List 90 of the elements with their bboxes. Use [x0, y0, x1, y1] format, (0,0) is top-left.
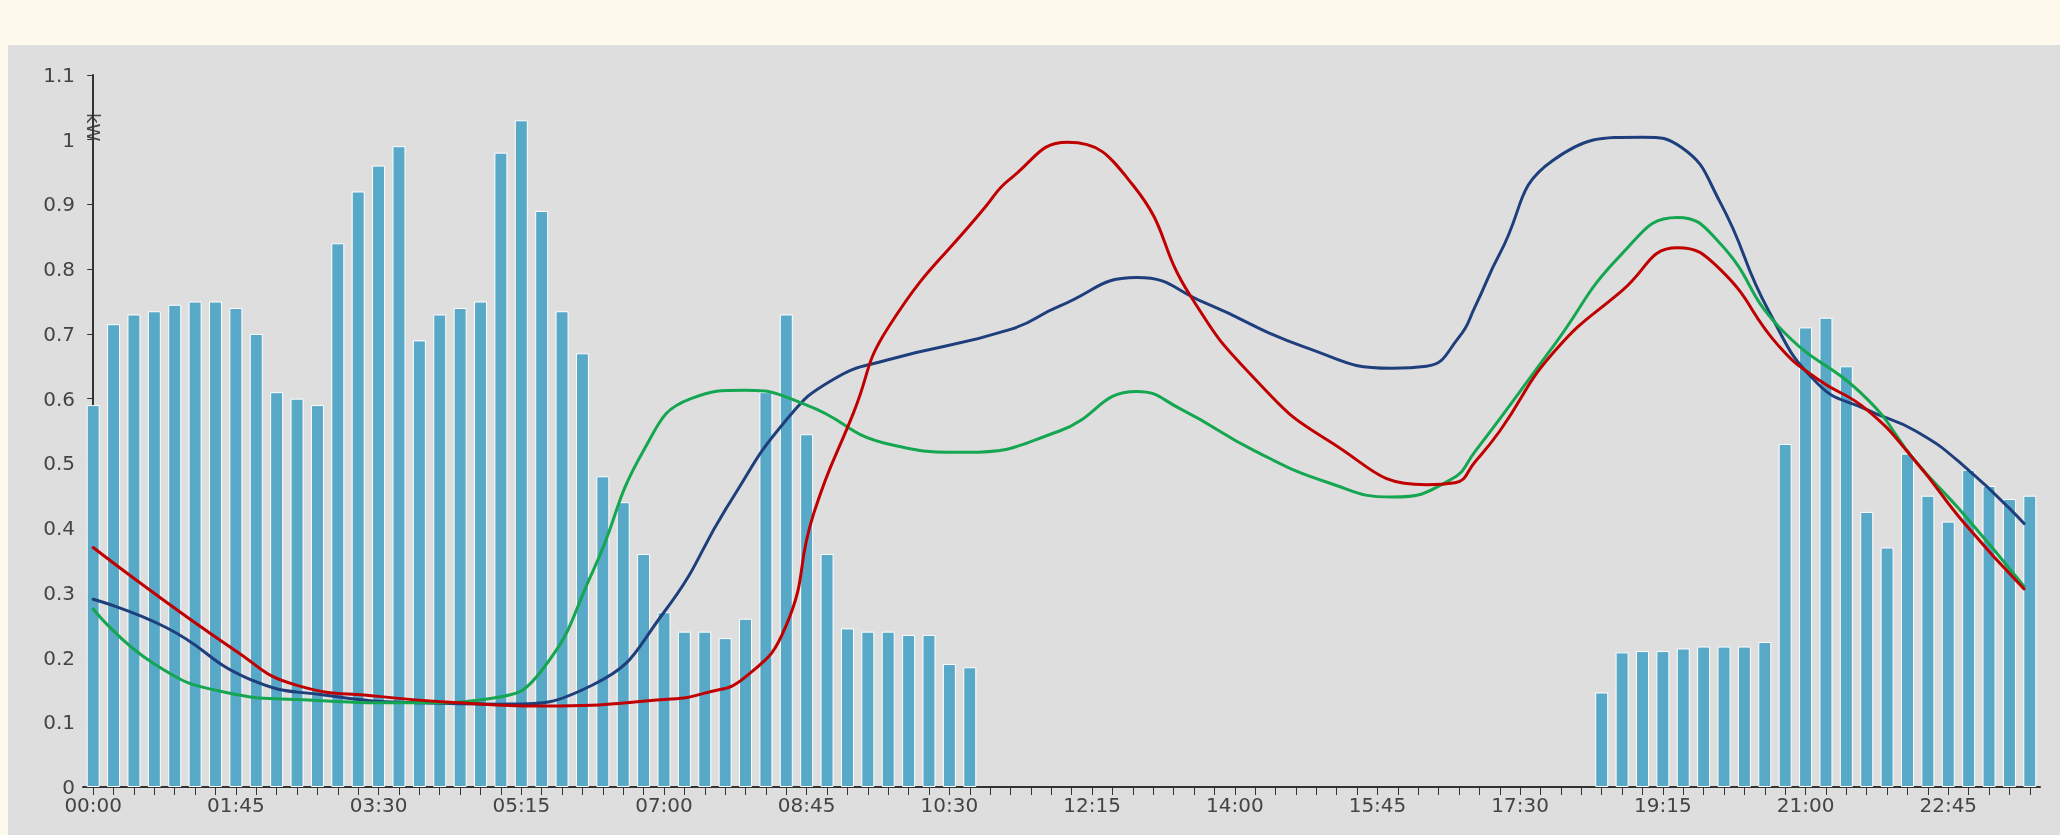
bar [739, 618, 753, 787]
bar [596, 476, 610, 787]
y-tick-label: 0.9 [43, 192, 75, 217]
bar [698, 631, 712, 787]
bar [1615, 652, 1629, 787]
bar [86, 405, 100, 787]
bar [1697, 646, 1711, 787]
bar [1737, 646, 1751, 787]
bar [310, 405, 324, 787]
bar [351, 191, 365, 787]
y-tick-label: 0.4 [43, 516, 75, 541]
bar [637, 553, 651, 787]
x-tick-label: 08:45 [777, 793, 836, 817]
bar [555, 311, 569, 787]
x-tick-label: 01:45 [207, 793, 265, 817]
x-tick-label: 22:45 [1919, 793, 1978, 817]
bar [1656, 651, 1670, 787]
bar [127, 314, 141, 787]
bar [1880, 547, 1894, 787]
bar [372, 165, 386, 787]
bar [433, 314, 447, 787]
bar [922, 634, 936, 787]
bar [759, 392, 773, 787]
x-tick-label: 15:45 [1348, 793, 1407, 817]
bar [800, 434, 814, 787]
bar [1635, 651, 1649, 787]
bar [535, 210, 549, 787]
bar [188, 301, 202, 787]
bar [412, 340, 426, 787]
bar [779, 314, 793, 787]
bar [107, 324, 121, 787]
x-tick-label: 03:30 [349, 793, 408, 817]
bar [902, 634, 916, 787]
bar [575, 353, 589, 787]
bar [1595, 692, 1609, 787]
bar [249, 333, 263, 787]
bar [147, 311, 161, 787]
x-tick-label: 05:15 [492, 793, 551, 817]
bar [1860, 511, 1874, 787]
bar [1900, 453, 1914, 787]
y-tick-label: 0.2 [43, 645, 75, 670]
y-tick-label: 1 [62, 127, 75, 152]
y-tick-label: 0.5 [43, 451, 75, 476]
bar [963, 667, 977, 787]
bar [168, 304, 182, 787]
bar [616, 502, 630, 787]
bar [1778, 443, 1792, 787]
bar [1758, 642, 1772, 787]
x-tick-label: 07:00 [635, 793, 693, 817]
bar [229, 308, 243, 787]
bar [209, 301, 223, 787]
bar [1982, 486, 1996, 787]
bar [840, 628, 854, 787]
bar [942, 664, 956, 787]
y-tick-label: 0.3 [43, 580, 75, 605]
bar [270, 392, 284, 787]
bar [657, 612, 671, 787]
bar [392, 146, 406, 787]
bar [718, 638, 732, 787]
bar [1819, 317, 1833, 787]
x-tick-label: 21:00 [1776, 793, 1835, 817]
bar [453, 308, 467, 787]
y-tick-label: 0.7 [43, 321, 75, 346]
x-tick-label: 17:30 [1491, 793, 1549, 817]
bar [1941, 521, 1955, 787]
bar [474, 301, 488, 787]
x-tick-label: 10:30 [920, 793, 979, 817]
bar [290, 398, 304, 787]
bar [331, 243, 345, 787]
bar [494, 152, 508, 787]
bar [861, 631, 875, 787]
x-tick-label: 12:15 [1063, 793, 1121, 817]
bar [820, 553, 834, 787]
y-tick-label: 1.1 [43, 63, 75, 87]
bar [2023, 495, 2037, 787]
x-tick-label: 14:00 [1205, 793, 1264, 817]
bar [2002, 498, 2016, 787]
bar [1717, 646, 1731, 787]
bar [1962, 469, 1976, 787]
bar [1676, 648, 1690, 787]
bar [514, 120, 528, 787]
bar [1839, 366, 1853, 787]
bar [1921, 495, 1935, 787]
bar [881, 631, 895, 787]
y-tick-label: 0.8 [43, 257, 75, 282]
y-tick-label: 0.1 [43, 710, 75, 735]
bar [677, 631, 691, 787]
bar [1799, 327, 1813, 787]
y-tick-label: 0.6 [43, 386, 75, 411]
x-tick-label: 19:15 [1634, 793, 1692, 817]
